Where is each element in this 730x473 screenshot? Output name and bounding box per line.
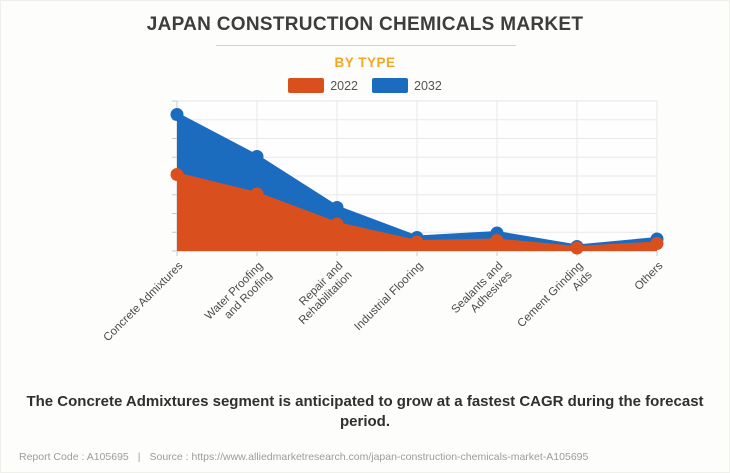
legend-item-2032[interactable]: 2032 [372,78,442,93]
legend-label-2032: 2032 [414,78,442,93]
data-point-2022-3[interactable] [410,235,424,249]
footer: Report Code : A105695 | Source : https:/… [19,451,588,463]
page-title: JAPAN CONSTRUCTION CHEMICALS MARKET [146,14,584,35]
report-code: Report Code : A105695 [19,451,129,463]
series-2022 [170,168,664,255]
legend-label-2022: 2022 [330,78,358,93]
data-point-2032-1[interactable] [250,150,264,163]
data-point-2022-2[interactable] [330,217,344,231]
data-point-2022-4[interactable] [490,234,504,247]
source-link[interactable]: Source : https://www.alliedmarketresearc… [149,451,589,463]
legend-swatch-2022-icon [288,78,325,93]
caption-row: The Concrete Admixtures segment is antic… [1,392,729,431]
chart-legend: 2022 2032 [1,78,729,93]
area-2022 [177,174,657,251]
data-point-2022-6[interactable] [650,237,664,250]
data-point-2032-0[interactable] [170,108,184,121]
title-divider [216,45,516,46]
legend-swatch-2032-icon [372,78,408,93]
insight-caption: The Concrete Admixtures segment is antic… [26,393,704,430]
footer-separator: | [137,451,141,463]
data-point-2022-0[interactable] [170,168,184,181]
legend-item-2022[interactable]: 2022 [288,78,358,93]
chart-subtitle: BY TYPE [334,55,396,70]
data-point-2032-2[interactable] [330,201,344,214]
data-point-2022-5[interactable] [570,241,584,255]
data-point-2022-1[interactable] [250,187,264,201]
